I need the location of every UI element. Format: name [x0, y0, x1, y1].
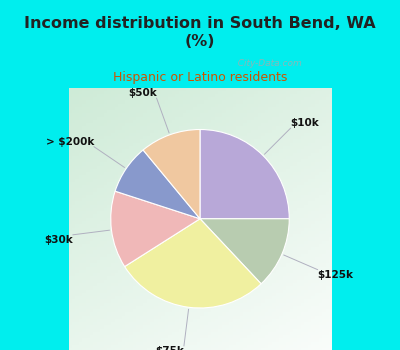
Text: > $200k: > $200k	[46, 137, 94, 147]
Wedge shape	[200, 219, 289, 284]
Text: $50k: $50k	[128, 88, 157, 98]
Wedge shape	[200, 130, 289, 219]
Text: $10k: $10k	[290, 118, 319, 128]
Text: $30k: $30k	[44, 235, 73, 245]
Text: Income distribution in South Bend, WA
(%): Income distribution in South Bend, WA (%…	[24, 16, 376, 49]
Text: $75k: $75k	[155, 346, 184, 350]
Wedge shape	[125, 219, 261, 308]
Wedge shape	[111, 191, 200, 267]
Text: City-Data.com: City-Data.com	[232, 59, 302, 68]
Text: Hispanic or Latino residents: Hispanic or Latino residents	[113, 71, 287, 84]
Wedge shape	[115, 150, 200, 219]
Text: $125k: $125k	[318, 270, 354, 280]
Wedge shape	[143, 130, 200, 219]
